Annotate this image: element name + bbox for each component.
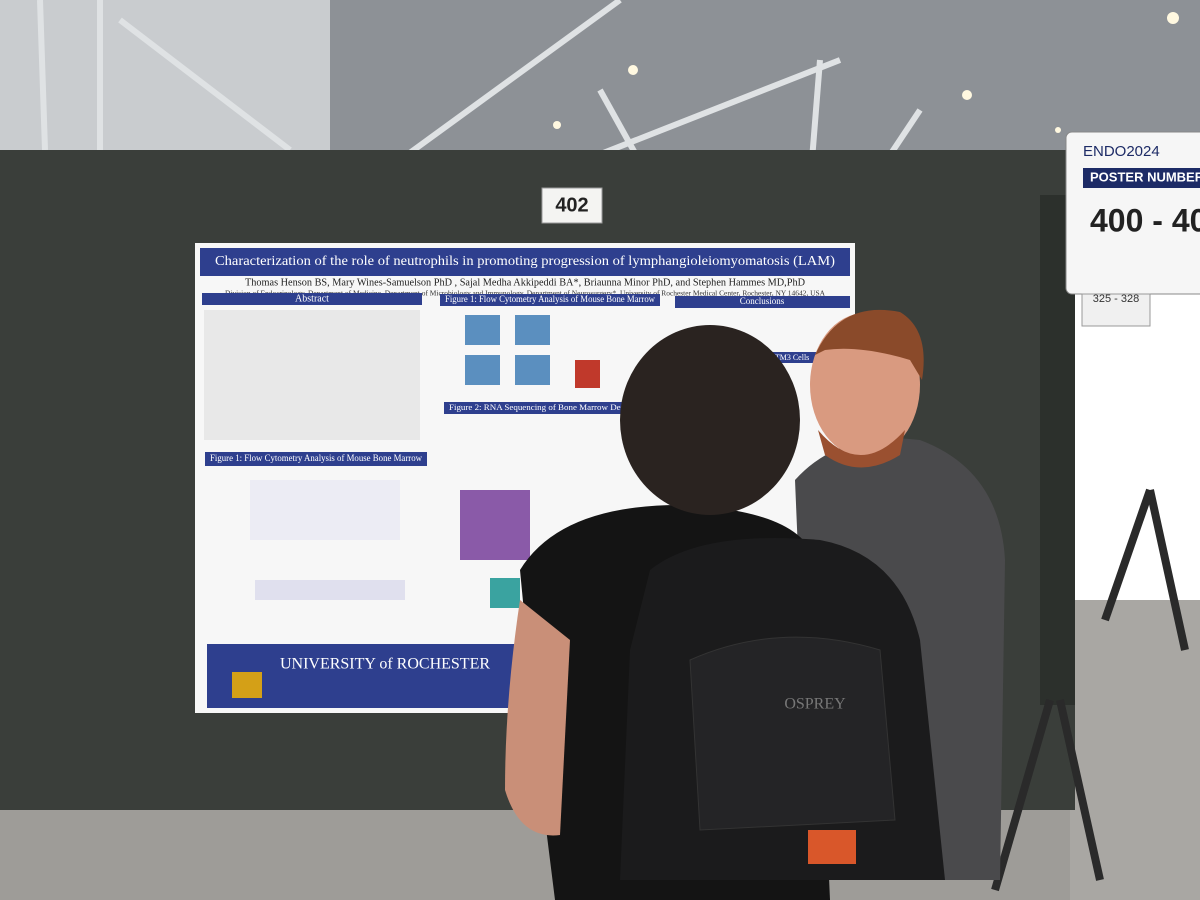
woman-arm: [505, 600, 570, 836]
event-name: ENDO2024: [1083, 143, 1160, 160]
sign-bar: [1083, 168, 1200, 188]
number-card: [541, 187, 603, 224]
side-sign: [1081, 293, 1151, 327]
section-bar: [444, 402, 644, 414]
side-sign-text: 325 - 328: [1093, 293, 1139, 305]
booth-number: 402: [555, 194, 588, 216]
conclusions-heading: Conclusions: [740, 296, 785, 306]
section-bar: [760, 352, 820, 363]
easel: [991, 488, 1189, 892]
abstract-text: [204, 310, 420, 440]
poster-authors: Thomas Henson BS, Mary Wines-Samuelson P…: [245, 277, 805, 288]
figure1-left-heading: Figure 1: Flow Cytometry Analysis of Mou…: [210, 453, 422, 463]
ceiling-truss: [330, 0, 1200, 170]
backpack-patch: [808, 830, 856, 864]
sign-label: POSTER NUMBER: [1090, 169, 1200, 184]
poster-affiliation: Division of Endocrinology, Department of…: [225, 290, 825, 298]
logo: [232, 672, 262, 698]
figure2-heading: Figure 2: RNA Sequencing of Bone Marrow …: [449, 403, 639, 412]
backpack-pocket: [689, 636, 896, 831]
cells-heading: LTM3 Cells: [771, 353, 810, 362]
woman-hair: [620, 325, 800, 515]
institution: UNIVERSITY of ROCHESTER: [280, 656, 490, 673]
section-bar: [675, 296, 850, 308]
section-bar: [440, 294, 660, 306]
poster-title: Characterization of the role of neutroph…: [215, 254, 835, 269]
section-bar: [202, 293, 422, 305]
abstract-heading: Abstract: [295, 293, 329, 304]
figure-panels: [250, 315, 600, 608]
man-beard: [818, 430, 905, 468]
man-hair: [815, 309, 924, 380]
backpack-brand: OSPREY: [784, 696, 846, 713]
title-bar: [200, 248, 850, 276]
section-bar: [205, 452, 427, 466]
figure1-heading: Figure 1: Flow Cytometry Analysis of Mou…: [445, 294, 655, 304]
poster-range: 400 - 40: [1090, 202, 1200, 238]
